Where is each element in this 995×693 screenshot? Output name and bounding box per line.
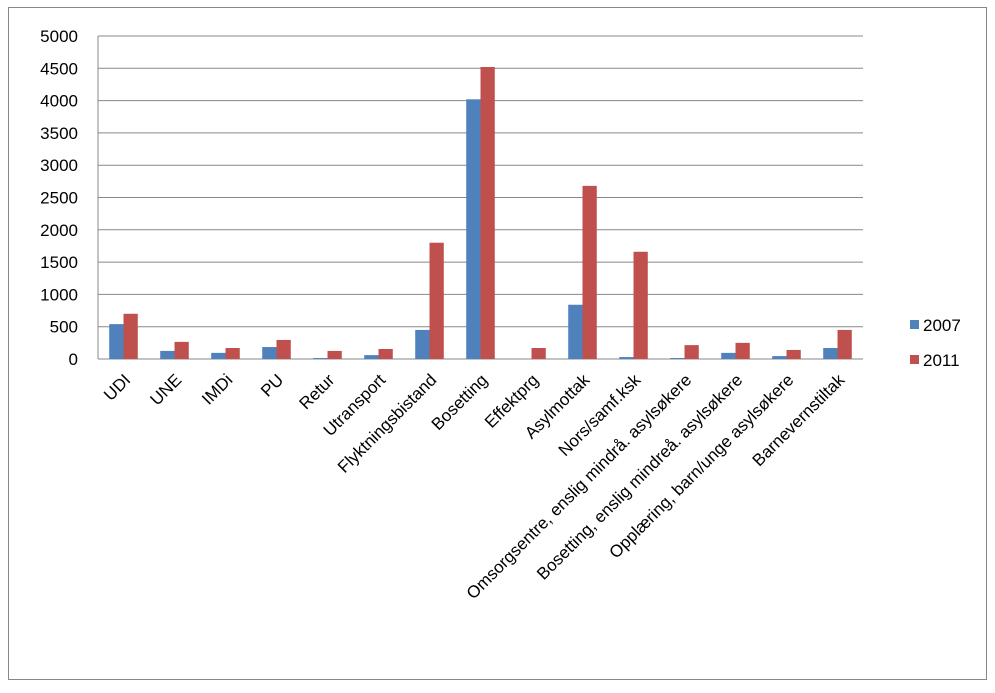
- bar: [211, 352, 226, 359]
- bar: [721, 352, 736, 359]
- y-tick-label: 500: [50, 318, 78, 337]
- y-tick-label: 2500: [40, 189, 78, 208]
- bar: [378, 348, 393, 359]
- y-tick-label: 1000: [40, 285, 78, 304]
- bar: [582, 185, 597, 359]
- bar: [633, 251, 648, 359]
- y-tick-label: 4500: [40, 59, 78, 78]
- legend-swatch: [910, 320, 919, 329]
- bar: [109, 324, 124, 359]
- bar: [837, 329, 852, 359]
- legend-swatch: [910, 355, 919, 364]
- y-tick-label: 3000: [40, 156, 78, 175]
- bar: [262, 347, 277, 359]
- y-tick-label: 0: [69, 350, 78, 369]
- bar: [735, 342, 750, 359]
- y-tick-label: 3500: [40, 124, 78, 143]
- bar: [174, 341, 189, 359]
- bar: [670, 358, 685, 359]
- bar: [466, 99, 481, 360]
- bar: [619, 357, 634, 359]
- chart-frame: [8, 7, 987, 680]
- bar: [480, 67, 495, 360]
- bar: [684, 345, 699, 359]
- bar: [123, 313, 138, 359]
- bar: [364, 355, 379, 359]
- bar: [786, 349, 801, 359]
- legend-label: 2011: [923, 351, 960, 370]
- bar: [276, 339, 291, 359]
- y-tick-label: 4000: [40, 92, 78, 111]
- legend-label: 2007: [923, 316, 961, 335]
- bar: [313, 358, 328, 359]
- bar: [415, 329, 430, 359]
- bar: [160, 350, 175, 359]
- bar: [772, 356, 787, 359]
- bar: [225, 348, 240, 359]
- y-tick-label: 1500: [40, 253, 78, 272]
- bar: [327, 350, 342, 359]
- bar: [429, 242, 444, 359]
- bar: [531, 348, 546, 359]
- y-tick-label: 5000: [40, 27, 78, 46]
- bar: [568, 304, 583, 359]
- bar: [823, 348, 838, 359]
- y-tick-label: 2000: [40, 221, 78, 240]
